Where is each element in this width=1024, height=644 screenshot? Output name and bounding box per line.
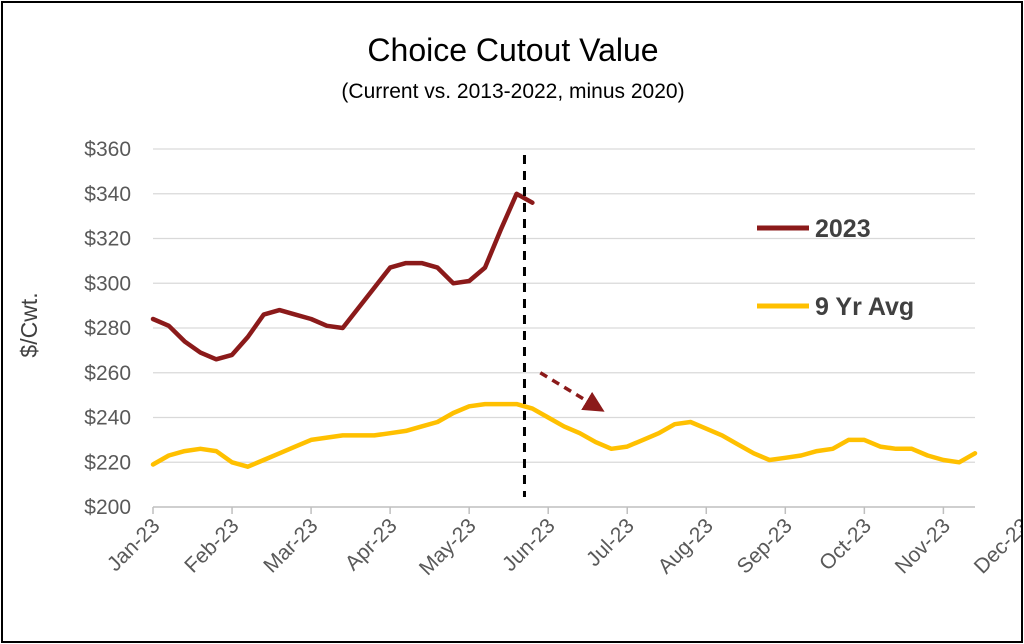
chart-title: Choice Cutout Value — [367, 32, 658, 68]
y-tick-label: $260 — [84, 362, 131, 385]
y-tick-label: $220 — [84, 451, 131, 474]
x-tick-label: Aug-23 — [654, 514, 718, 578]
line-chart: Choice Cutout Value (Current vs. 2013-20… — [16, 32, 1021, 580]
trend-arrow — [539, 371, 605, 412]
legend: 2023 9 Yr Avg — [757, 215, 914, 321]
x-tick-label: Nov-23 — [891, 514, 955, 578]
x-tick-label: Jun-23 — [498, 514, 560, 576]
x-tick-label: Dec-23 — [970, 514, 1021, 578]
x-tick-label: May-23 — [415, 514, 481, 580]
y-tick-label: $360 — [84, 138, 131, 161]
y-tick-label: $320 — [84, 228, 131, 251]
x-tick-label: Oct-23 — [815, 514, 876, 575]
series-lines — [150, 191, 978, 469]
annotations — [522, 155, 605, 497]
y-tick-label: $340 — [84, 183, 131, 206]
y-axis-ticks: $200 $220 $240 $260 $280 $300 $320 $340 $360 — [84, 138, 131, 519]
series-line-2023 — [150, 191, 535, 362]
x-tick-label: Apr-23 — [341, 514, 402, 575]
chart-subtitle: (Current vs. 2013-2022, minus 2020) — [341, 80, 684, 103]
x-tick-label: Jan-23 — [103, 514, 165, 576]
y-axis-label: $/Cwt. — [16, 292, 42, 357]
gridlines — [153, 148, 975, 508]
x-tick-label: Jul-23 — [582, 514, 639, 571]
y-tick-label: $240 — [84, 407, 131, 430]
y-tick-label: $300 — [84, 272, 131, 295]
series-line-9-yr-avg — [150, 401, 978, 469]
x-tick-label: Mar-23 — [259, 514, 322, 577]
x-tick-label: Sep-23 — [733, 514, 797, 578]
legend-label-9-yr-avg: 9 Yr Avg — [815, 293, 914, 321]
y-tick-label: $200 — [84, 496, 131, 519]
y-tick-label: $280 — [84, 317, 131, 340]
x-tick-label: Feb-23 — [180, 514, 243, 577]
x-axis-ticks: Jan-23 Feb-23 Mar-23 Apr-23 May-23 Jun-23 Jul-… — [103, 507, 1021, 580]
legend-label-2023: 2023 — [815, 215, 871, 243]
